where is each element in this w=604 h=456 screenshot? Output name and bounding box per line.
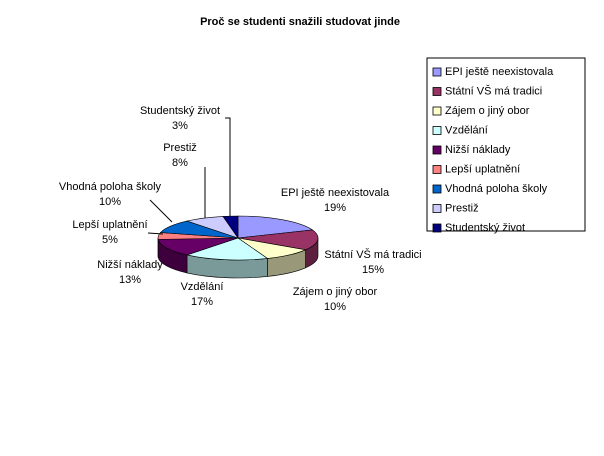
data-label-value: 10% [324, 301, 346, 313]
legend-swatch [432, 126, 442, 135]
legend-label: Nižší náklady [445, 144, 511, 156]
legend-label: Zájem o jiný obor [445, 105, 530, 117]
data-label-name: Lepší uplatnění [72, 219, 147, 231]
legend-label: Lepší uplatnění [445, 163, 520, 175]
data-label-name: Nižší náklady [97, 259, 163, 271]
legend-label: EPI ještě neexistovala [445, 66, 554, 78]
data-label-value: 8% [172, 157, 188, 169]
data-label-name: EPI ještě neexistovala [281, 187, 390, 199]
data-label-value: 15% [362, 264, 384, 276]
legend-label: Státní VŠ má tradici [445, 84, 542, 97]
data-label-value: 3% [172, 120, 188, 132]
slice [222, 215, 239, 239]
data-label-name: Prestiž [163, 142, 197, 154]
slice [157, 237, 239, 256]
chart-title: Proč se studenti snažili studovat jinde [200, 16, 400, 28]
data-label-name: Státní VŠ má tradici [324, 248, 421, 261]
legend-swatch [432, 106, 442, 116]
legend-label: Vhodná poloha školy [445, 183, 548, 195]
leader-line [149, 199, 173, 223]
data-label-name: Vhodná poloha školy [59, 181, 162, 193]
data-label-value: 5% [102, 234, 118, 246]
data-label-value: 13% [119, 274, 141, 286]
legend-label: Vzdělání [445, 124, 488, 136]
data-label-name: Zájem o jiný obor [293, 286, 378, 298]
legend-swatch [432, 165, 442, 174]
data-label-name: Vzdělání [181, 281, 224, 293]
slice [237, 229, 319, 251]
slice [237, 215, 314, 239]
legend-label: Studentský život [445, 222, 525, 234]
data-label-value: 19% [324, 202, 346, 214]
legend-swatch [432, 184, 442, 194]
legend-swatch [432, 223, 442, 233]
leader-line [147, 232, 164, 235]
leader-line [225, 117, 231, 216]
legend-swatch [432, 67, 442, 77]
slice [185, 237, 269, 261]
legend-label: Prestiž [445, 202, 479, 214]
legend-swatch [432, 204, 442, 213]
legend-swatch [432, 87, 442, 96]
data-label-value: 10% [99, 196, 121, 208]
data-label-value: 17% [191, 296, 213, 308]
legend-swatch [432, 145, 442, 155]
data-label-name: Studentský život [140, 105, 220, 117]
legend-box [426, 57, 586, 232]
